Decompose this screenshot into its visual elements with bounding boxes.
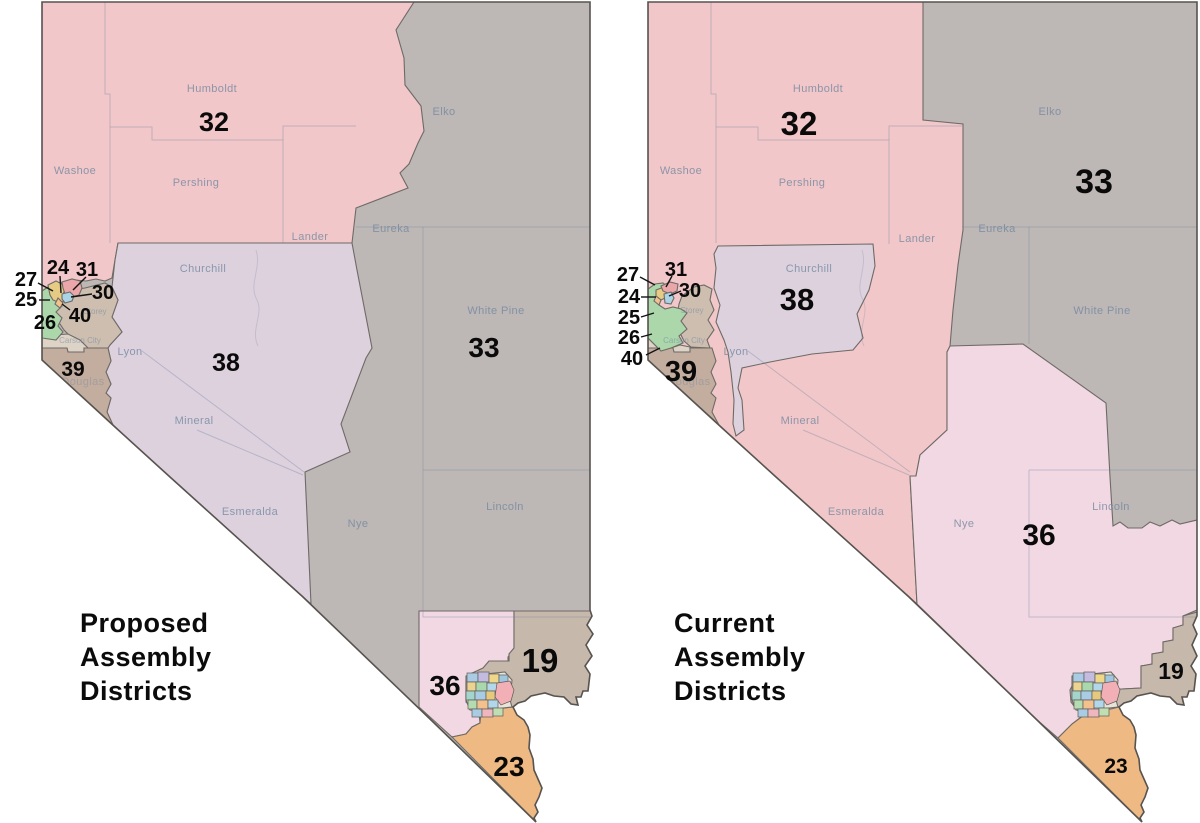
svg-text:Eureka: Eureka <box>372 223 410 235</box>
svg-text:40: 40 <box>621 348 643 370</box>
svg-text:31: 31 <box>76 259 98 281</box>
svg-text:24: 24 <box>618 286 641 308</box>
svg-text:19: 19 <box>522 642 559 679</box>
svg-text:Humboldt: Humboldt <box>187 83 237 95</box>
svg-text:36: 36 <box>1022 519 1055 552</box>
svg-text:Nye: Nye <box>954 518 975 530</box>
svg-text:Washoe: Washoe <box>54 165 96 177</box>
svg-text:Lyon: Lyon <box>117 346 142 358</box>
svg-text:Elko: Elko <box>433 106 456 118</box>
svg-text:Lincoln: Lincoln <box>1092 501 1130 513</box>
svg-text:Carson City: Carson City <box>59 336 101 345</box>
svg-text:39: 39 <box>665 356 697 388</box>
svg-text:Douglas: Douglas <box>667 376 710 388</box>
svg-text:30: 30 <box>92 282 114 304</box>
svg-text:Esmeralda: Esmeralda <box>222 506 279 518</box>
svg-text:Humboldt: Humboldt <box>793 83 843 95</box>
svg-text:Douglas: Douglas <box>61 376 104 388</box>
svg-text:23: 23 <box>1104 755 1127 778</box>
svg-text:25: 25 <box>15 289 37 311</box>
svg-text:Esmeralda: Esmeralda <box>828 506 885 518</box>
svg-text:25: 25 <box>618 307 640 329</box>
svg-text:33: 33 <box>1075 163 1113 201</box>
svg-text:Carson City: Carson City <box>663 336 705 345</box>
svg-text:26: 26 <box>618 327 640 349</box>
svg-text:24: 24 <box>47 257 70 279</box>
svg-text:39: 39 <box>61 358 84 381</box>
svg-text:Mineral: Mineral <box>175 415 214 427</box>
svg-text:32: 32 <box>199 107 229 137</box>
svg-text:Lander: Lander <box>899 233 936 245</box>
svg-text:19: 19 <box>1158 658 1184 684</box>
svg-text:Eureka: Eureka <box>978 223 1016 235</box>
svg-text:Lyon: Lyon <box>723 346 748 358</box>
svg-text:White Pine: White Pine <box>467 305 524 317</box>
svg-text:40: 40 <box>69 305 91 327</box>
svg-text:32: 32 <box>781 105 818 142</box>
svg-text:Churchill: Churchill <box>786 263 832 275</box>
svg-text:Churchill: Churchill <box>180 263 226 275</box>
svg-text:Storey: Storey <box>680 306 703 315</box>
svg-text:Mineral: Mineral <box>781 415 820 427</box>
svg-text:38: 38 <box>212 349 240 377</box>
svg-text:26: 26 <box>34 312 56 334</box>
svg-text:30: 30 <box>679 280 701 302</box>
svg-text:33: 33 <box>468 332 499 363</box>
svg-text:23: 23 <box>493 751 524 782</box>
svg-text:Pershing: Pershing <box>779 177 826 189</box>
svg-text:27: 27 <box>15 269 37 291</box>
svg-text:Nye: Nye <box>348 518 369 530</box>
svg-text:31: 31 <box>665 259 687 281</box>
svg-text:Lander: Lander <box>292 231 329 243</box>
svg-text:Lincoln: Lincoln <box>486 501 524 513</box>
svg-text:36: 36 <box>429 670 460 701</box>
svg-text:27: 27 <box>617 264 639 286</box>
svg-text:Pershing: Pershing <box>173 177 220 189</box>
svg-text:Storey: Storey <box>83 307 106 316</box>
svg-text:Elko: Elko <box>1039 106 1062 118</box>
svg-text:38: 38 <box>780 282 814 317</box>
svg-text:White Pine: White Pine <box>1073 305 1130 317</box>
svg-text:Washoe: Washoe <box>660 165 702 177</box>
